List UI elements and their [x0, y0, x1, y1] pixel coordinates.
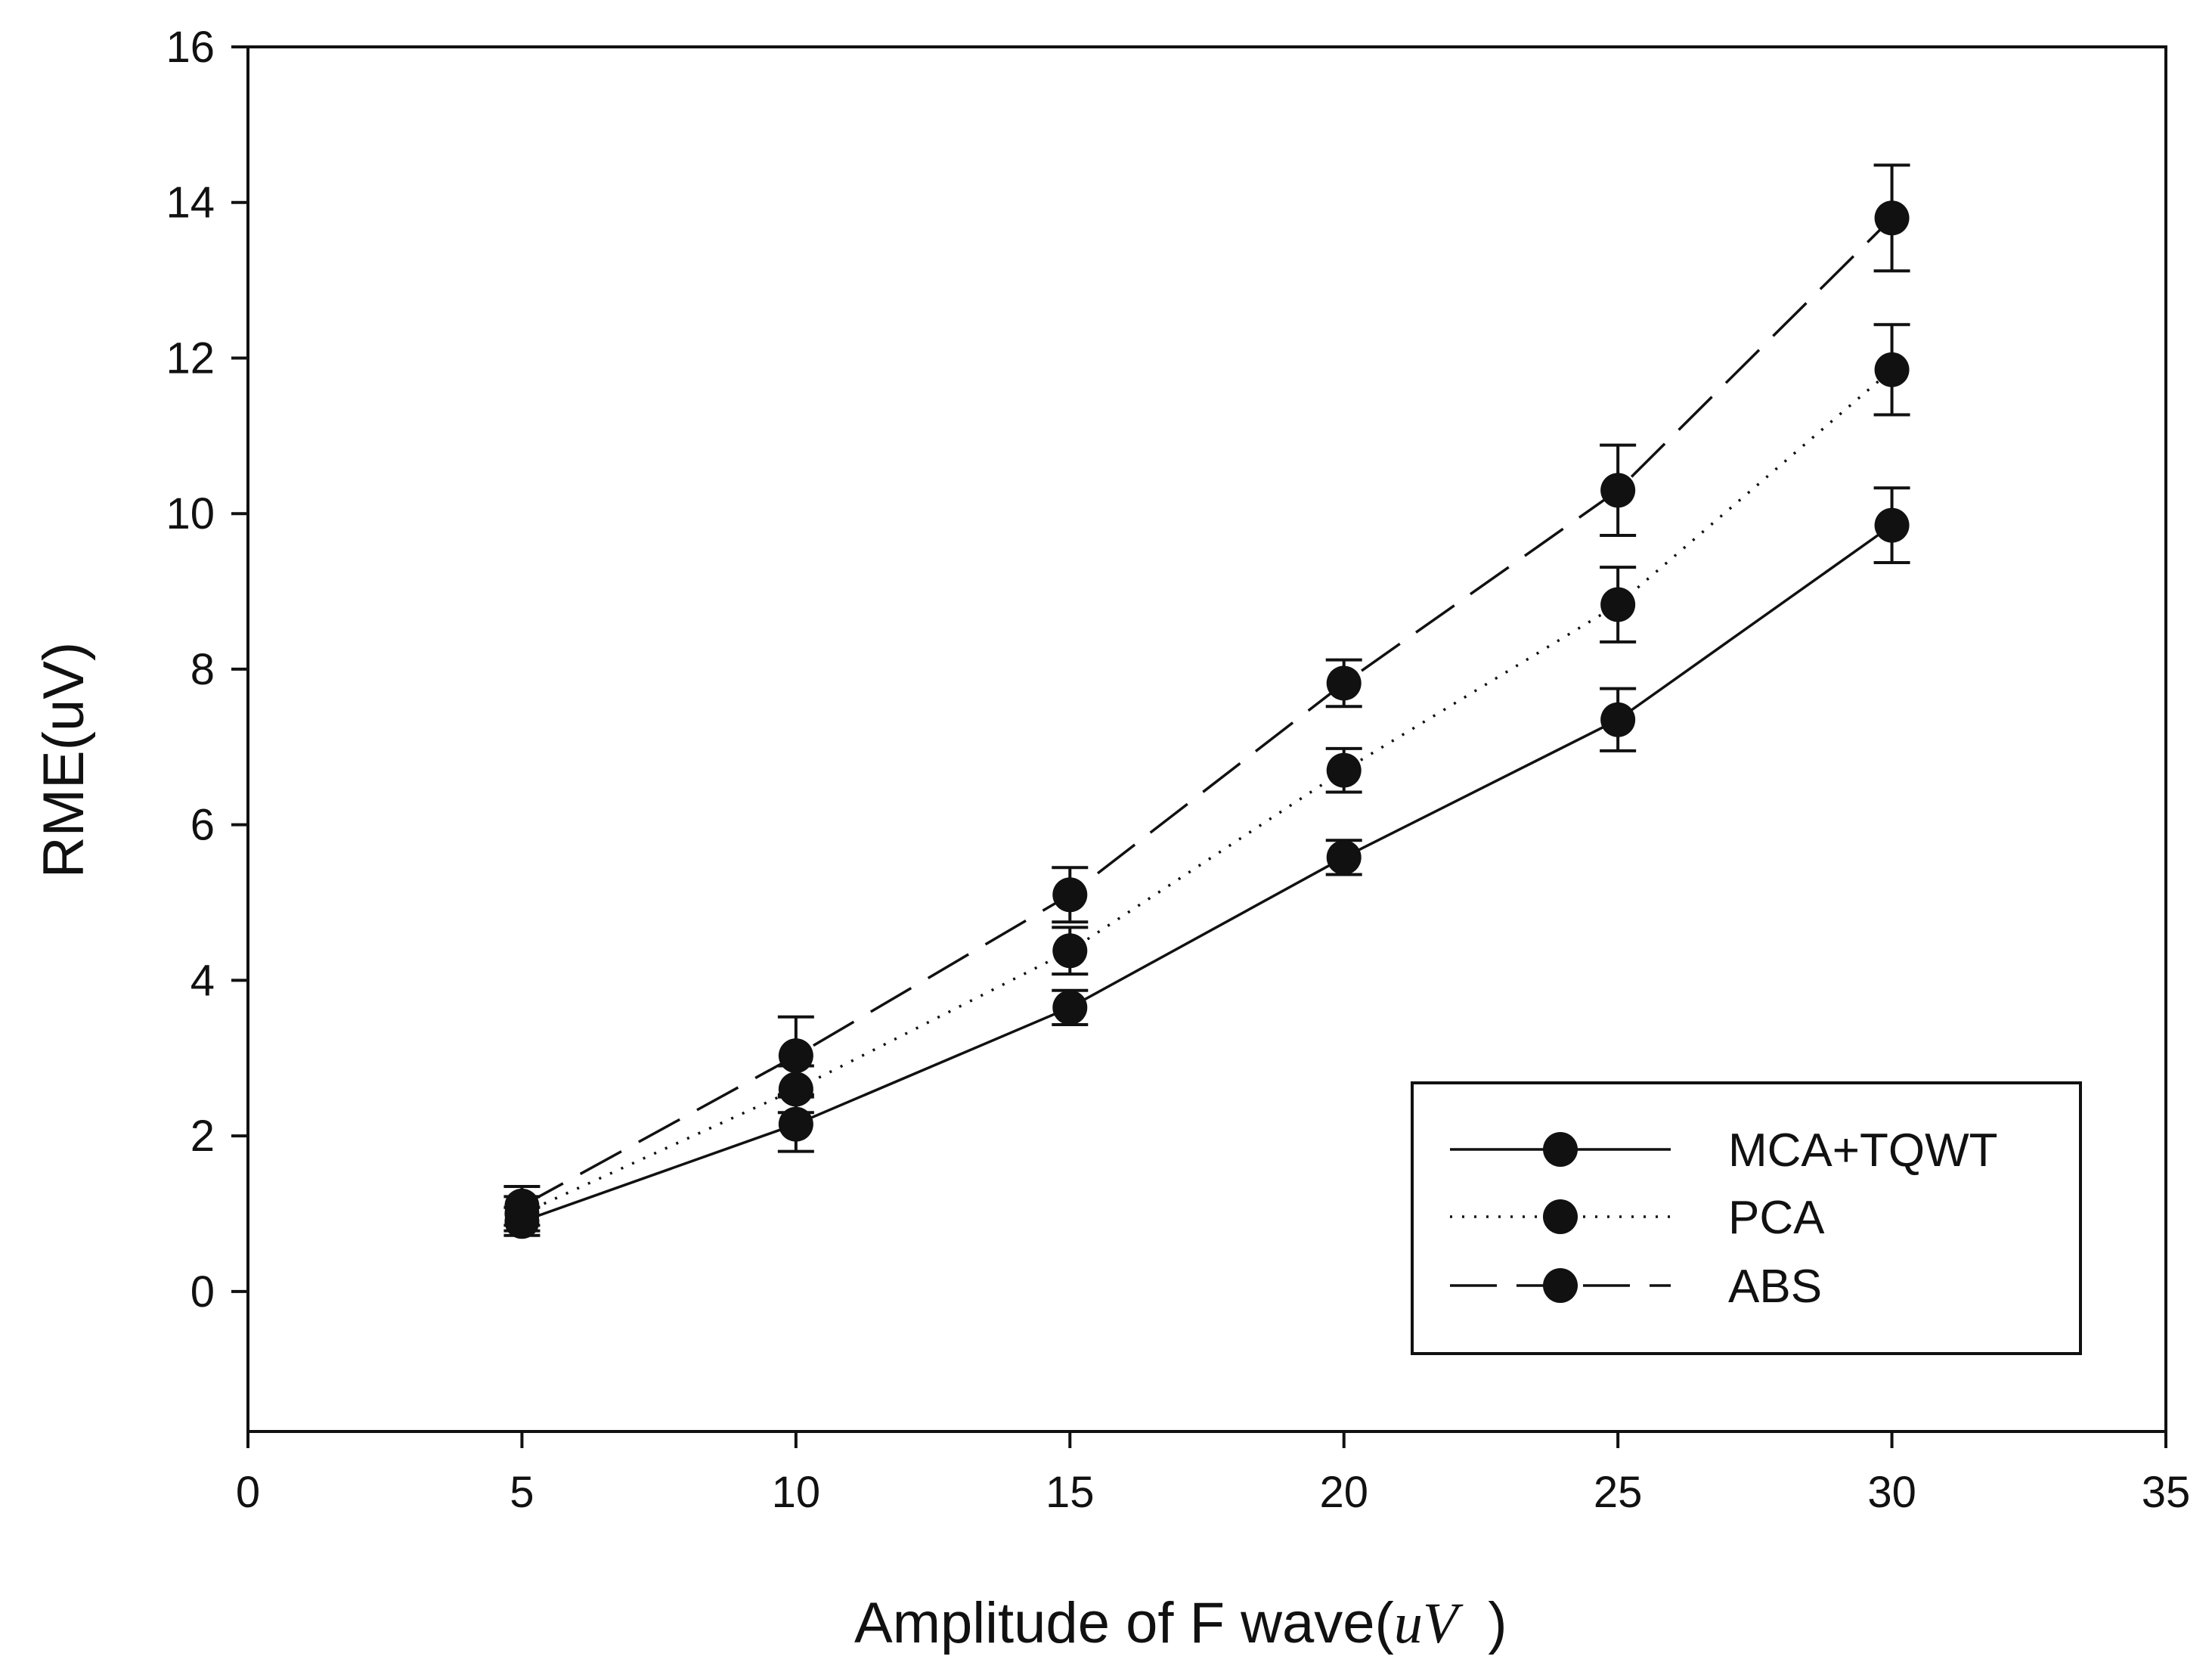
data-point: [1052, 877, 1088, 913]
y-tick-label: 4: [191, 956, 215, 1005]
x-tick-label: 15: [1046, 1468, 1095, 1517]
x-tick-label: 25: [1594, 1468, 1643, 1517]
x-tick-label: 35: [2142, 1468, 2191, 1517]
x-tick-label: 30: [1867, 1468, 1916, 1517]
y-tick-label: 6: [191, 801, 215, 850]
x-axis-title-unit: uV: [1394, 1592, 1464, 1655]
data-point: [1326, 665, 1362, 701]
x-axis-title: Amplitude of F wave(uV): [854, 1591, 1507, 1655]
legend-marker: [1543, 1132, 1578, 1167]
data-point: [1326, 752, 1362, 788]
x-tick-label: 5: [510, 1468, 534, 1517]
x-axis-title-close: ): [1488, 1591, 1507, 1655]
y-tick-label: 8: [191, 645, 215, 694]
data-point: [1874, 352, 1910, 387]
legend-marker: [1543, 1199, 1578, 1234]
y-tick-label: 10: [166, 489, 215, 538]
x-tick-label: 0: [236, 1468, 260, 1517]
legend-box: [1411, 1081, 2082, 1355]
x-axis-title-main: Amplitude of F wave(: [854, 1591, 1394, 1655]
data-point: [1600, 473, 1636, 508]
x-tick-label: 20: [1319, 1468, 1368, 1517]
series-abs: [503, 163, 1910, 1227]
y-tick-label: 14: [166, 178, 215, 228]
y-axis-title: RME(uV): [32, 642, 96, 878]
data-point: [1600, 702, 1636, 737]
data-point: [778, 1106, 813, 1142]
y-tick-label: 0: [191, 1267, 215, 1317]
data-point: [504, 1188, 540, 1224]
legend-label: MCA+TQWT: [1728, 1124, 1997, 1177]
data-point: [1326, 839, 1362, 875]
y-tick-label: 2: [191, 1112, 215, 1161]
series-line: [521, 217, 1893, 1208]
data-point: [1874, 507, 1910, 543]
data-point: [1052, 990, 1088, 1025]
data-point: [1600, 587, 1636, 622]
legend-marker: [1543, 1268, 1578, 1303]
plot-frame: [246, 45, 2167, 1433]
data-point: [1874, 200, 1910, 236]
series-line: [521, 524, 1893, 1223]
data-point: [1052, 933, 1088, 969]
data-point: [778, 1038, 813, 1074]
legend-label: ABS: [1728, 1261, 1822, 1313]
y-tick-label: 16: [166, 23, 215, 72]
x-tick-label: 10: [772, 1468, 821, 1517]
legend-label: PCA: [1728, 1192, 1825, 1244]
y-tick-label: 12: [166, 333, 215, 383]
